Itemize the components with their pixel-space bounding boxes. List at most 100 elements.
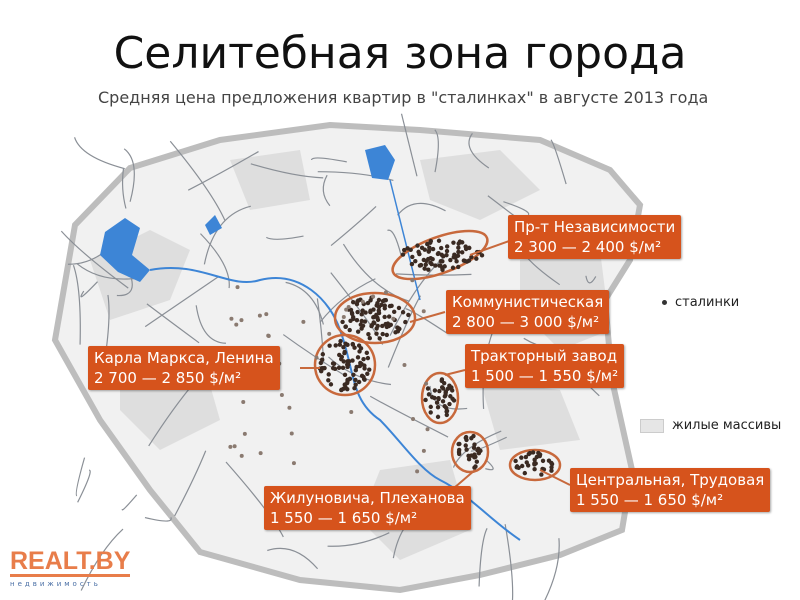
stalinka-dot [519, 463, 525, 469]
stalinka-dot [356, 379, 362, 385]
stalinka-dot [413, 258, 418, 264]
district-name: Центральная, Трудовая [576, 471, 765, 489]
stalinka-dot [405, 246, 410, 251]
stalinka-dot [523, 454, 529, 460]
stalinka-dot [333, 343, 338, 348]
district-price: 1 550 — 1 650 $/м² [576, 491, 724, 509]
road [282, 334, 346, 377]
stalinka-dot [546, 458, 552, 463]
stalinka-dot [411, 416, 416, 421]
stalinka-dot [447, 401, 452, 407]
stalinka-dot [242, 431, 247, 436]
stalinka-dot [228, 444, 233, 449]
stalinka-dot [513, 458, 518, 464]
stalinka-dot [287, 405, 292, 410]
stalinka-dot [425, 386, 431, 391]
road [60, 230, 129, 289]
road [369, 395, 449, 438]
stalinka-dot [341, 344, 346, 350]
road [405, 308, 448, 334]
legend-label: жилые массивы [672, 418, 782, 433]
stalinka-dot [450, 265, 456, 270]
stalinka-dot [348, 307, 354, 313]
road [73, 137, 125, 170]
stalinka-dot [319, 357, 325, 362]
stalinka-dot [415, 243, 420, 248]
stalinka-dot [380, 298, 386, 304]
stalinka-dot [451, 254, 456, 260]
district-price: 2 800 — 3 000 $/м² [452, 313, 600, 331]
stalinka-dot [424, 381, 429, 386]
stalinka-dot [443, 389, 449, 394]
stalinka-dot [371, 315, 376, 320]
stalinka-dot [471, 445, 477, 451]
logo-text: REALT.BY [10, 547, 131, 577]
stalinka-dot [460, 250, 465, 255]
district-zone [508, 448, 562, 482]
stalinka-dot [391, 316, 396, 321]
stalinka-dot [355, 309, 360, 315]
stalinka-dot [291, 461, 296, 466]
stalinka-dot [393, 330, 398, 335]
road [174, 450, 207, 517]
district-price: 2 300 — 2 400 $/м² [514, 238, 662, 256]
road [75, 457, 86, 497]
stalinka-dot [350, 299, 356, 305]
stalinka-dot [377, 336, 382, 341]
stalinka-dot [355, 355, 361, 360]
stalinka-dot [383, 290, 388, 295]
stalinka-dot [340, 365, 346, 371]
stalinka-dot [353, 382, 358, 387]
stalinka-dot [460, 240, 465, 245]
stalinka-dot [289, 431, 294, 436]
stalinka-dot [450, 388, 455, 393]
stalinka-dot [448, 394, 453, 399]
stalinka-dot [451, 240, 456, 245]
road [123, 148, 135, 202]
stalinka-dot [474, 256, 479, 261]
stalinka-dot [400, 252, 406, 257]
road [80, 281, 98, 298]
road [585, 275, 597, 284]
stalinka-dot [353, 377, 358, 383]
stalinka-dot [434, 400, 440, 405]
stalinka-dot [426, 392, 432, 397]
stalinka-dot [438, 263, 443, 268]
stalinka-dot [351, 372, 356, 378]
road [195, 305, 226, 344]
stalinka-dot [537, 452, 543, 457]
road [267, 547, 319, 570]
district-label-centralnaya: Центральная, Трудовая 1 550 — 1 650 $/м² [570, 468, 771, 512]
stalinka-dot [257, 313, 262, 318]
stalinka-dot [239, 318, 244, 323]
road [322, 174, 331, 207]
stalinka-dot [396, 305, 402, 311]
stalinka-dot [442, 264, 447, 269]
stalinka-dot [360, 323, 366, 328]
road [328, 356, 392, 386]
road [121, 168, 127, 209]
stalinka-dot [342, 350, 347, 356]
stalinka-dot [410, 278, 415, 283]
stalinka-dot [330, 365, 336, 371]
stalinka-dot [342, 372, 348, 378]
stalinka-dot [234, 322, 239, 327]
stalinka-dot [258, 451, 263, 456]
stalinka-dot [422, 266, 427, 271]
slide-title: Селитебная зона города [113, 28, 687, 79]
road [327, 532, 390, 547]
stalinka-dot [539, 472, 544, 477]
stalinka-dot [410, 254, 415, 260]
road [144, 516, 172, 522]
stalinka-dot [365, 355, 371, 361]
district-name: Тракторный завод [471, 347, 618, 365]
stalinka-dot [327, 331, 332, 336]
stalinka-dot [351, 316, 356, 322]
road [485, 459, 494, 471]
road [400, 113, 418, 177]
stalinka-dot [360, 299, 365, 304]
road [330, 272, 384, 345]
stalinka-dot [345, 364, 350, 370]
stalinka-dot [361, 356, 366, 362]
district-zone [313, 333, 377, 397]
